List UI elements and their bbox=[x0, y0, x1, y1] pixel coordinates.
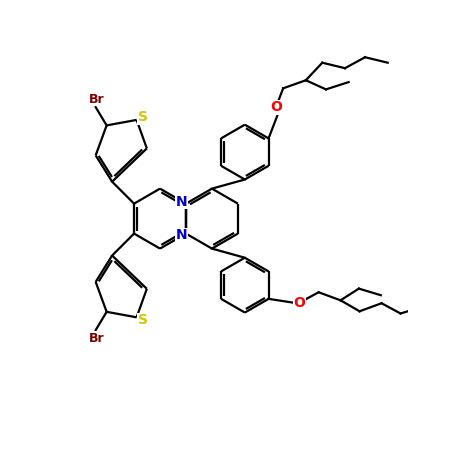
Text: O: O bbox=[270, 100, 282, 114]
Text: Br: Br bbox=[89, 331, 104, 345]
Text: N: N bbox=[175, 195, 187, 209]
Text: O: O bbox=[294, 295, 306, 309]
Text: N: N bbox=[175, 228, 187, 243]
Text: S: S bbox=[138, 110, 148, 124]
Text: Br: Br bbox=[89, 92, 104, 106]
Text: S: S bbox=[138, 313, 148, 327]
